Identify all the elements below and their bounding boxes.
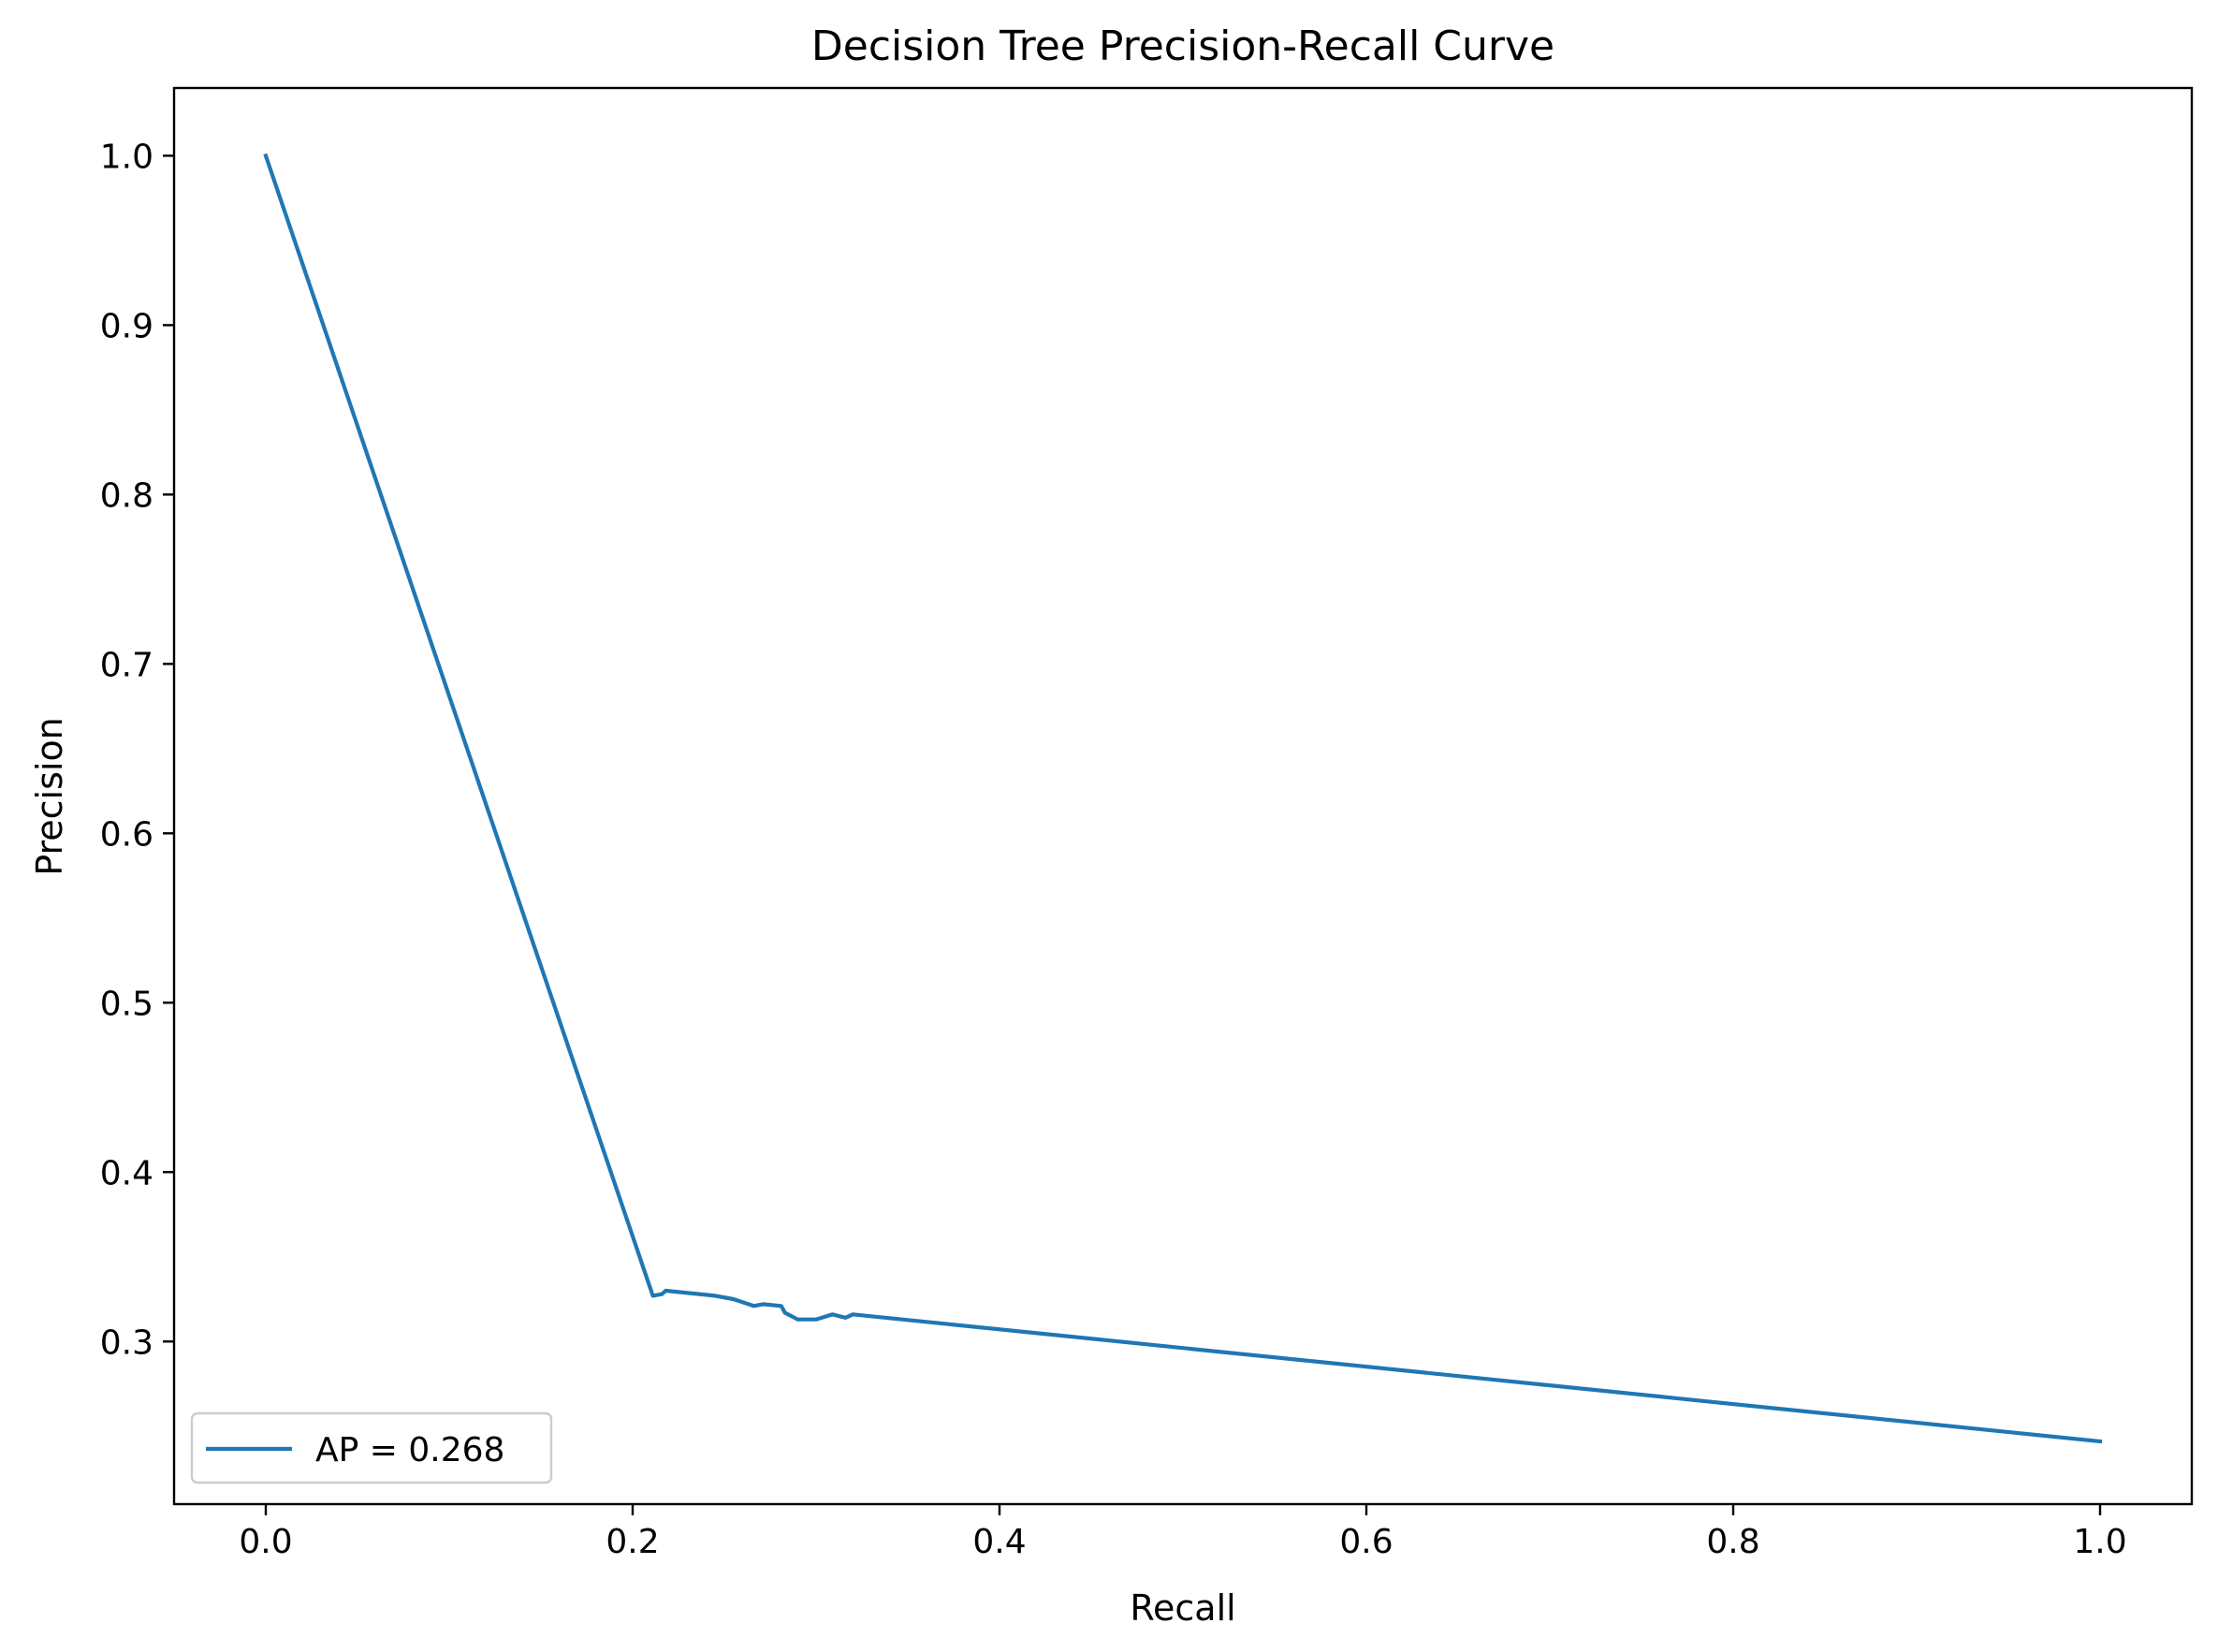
y-tick-label: 0.3 <box>100 1323 153 1362</box>
legend-label: AP = 0.268 <box>315 1431 504 1469</box>
y-tick-label: 1.0 <box>100 138 153 176</box>
x-tick-label: 0.6 <box>1339 1523 1393 1561</box>
x-tick-label: 1.0 <box>2073 1523 2126 1561</box>
y-tick-label: 0.4 <box>100 1154 153 1192</box>
series-line-0 <box>263 153 2103 1444</box>
x-tick-label: 0.4 <box>972 1523 1026 1561</box>
y-tick-label: 0.9 <box>100 307 153 345</box>
legend-box <box>190 1411 553 1484</box>
y-tick-label: 0.5 <box>100 985 153 1023</box>
x-axis: 0.0 0.2 0.4 0.6 0.8 1.0 <box>239 1504 2127 1561</box>
y-tick-label: 0.7 <box>100 646 153 684</box>
y-tick-label: 0.8 <box>100 476 153 515</box>
y-axis: 0.3 0.4 0.5 0.6 0.7 0.8 0.9 1.0 <box>100 138 174 1362</box>
x-tick-label: 0.8 <box>1706 1523 1759 1561</box>
x-tick-label: 0.2 <box>606 1523 659 1561</box>
plot-frame <box>172 86 2194 1506</box>
chart-title: Decision Tree Precision-Recall Curve <box>811 22 1554 70</box>
legend: AP = 0.268 <box>190 1411 553 1484</box>
y-tick-label: 0.6 <box>100 815 153 854</box>
x-tick-label: 0.0 <box>239 1523 292 1561</box>
x-axis-label: Recall <box>1130 1587 1235 1629</box>
y-axis-label: Precision <box>29 717 70 876</box>
series-layer <box>263 153 2103 1444</box>
